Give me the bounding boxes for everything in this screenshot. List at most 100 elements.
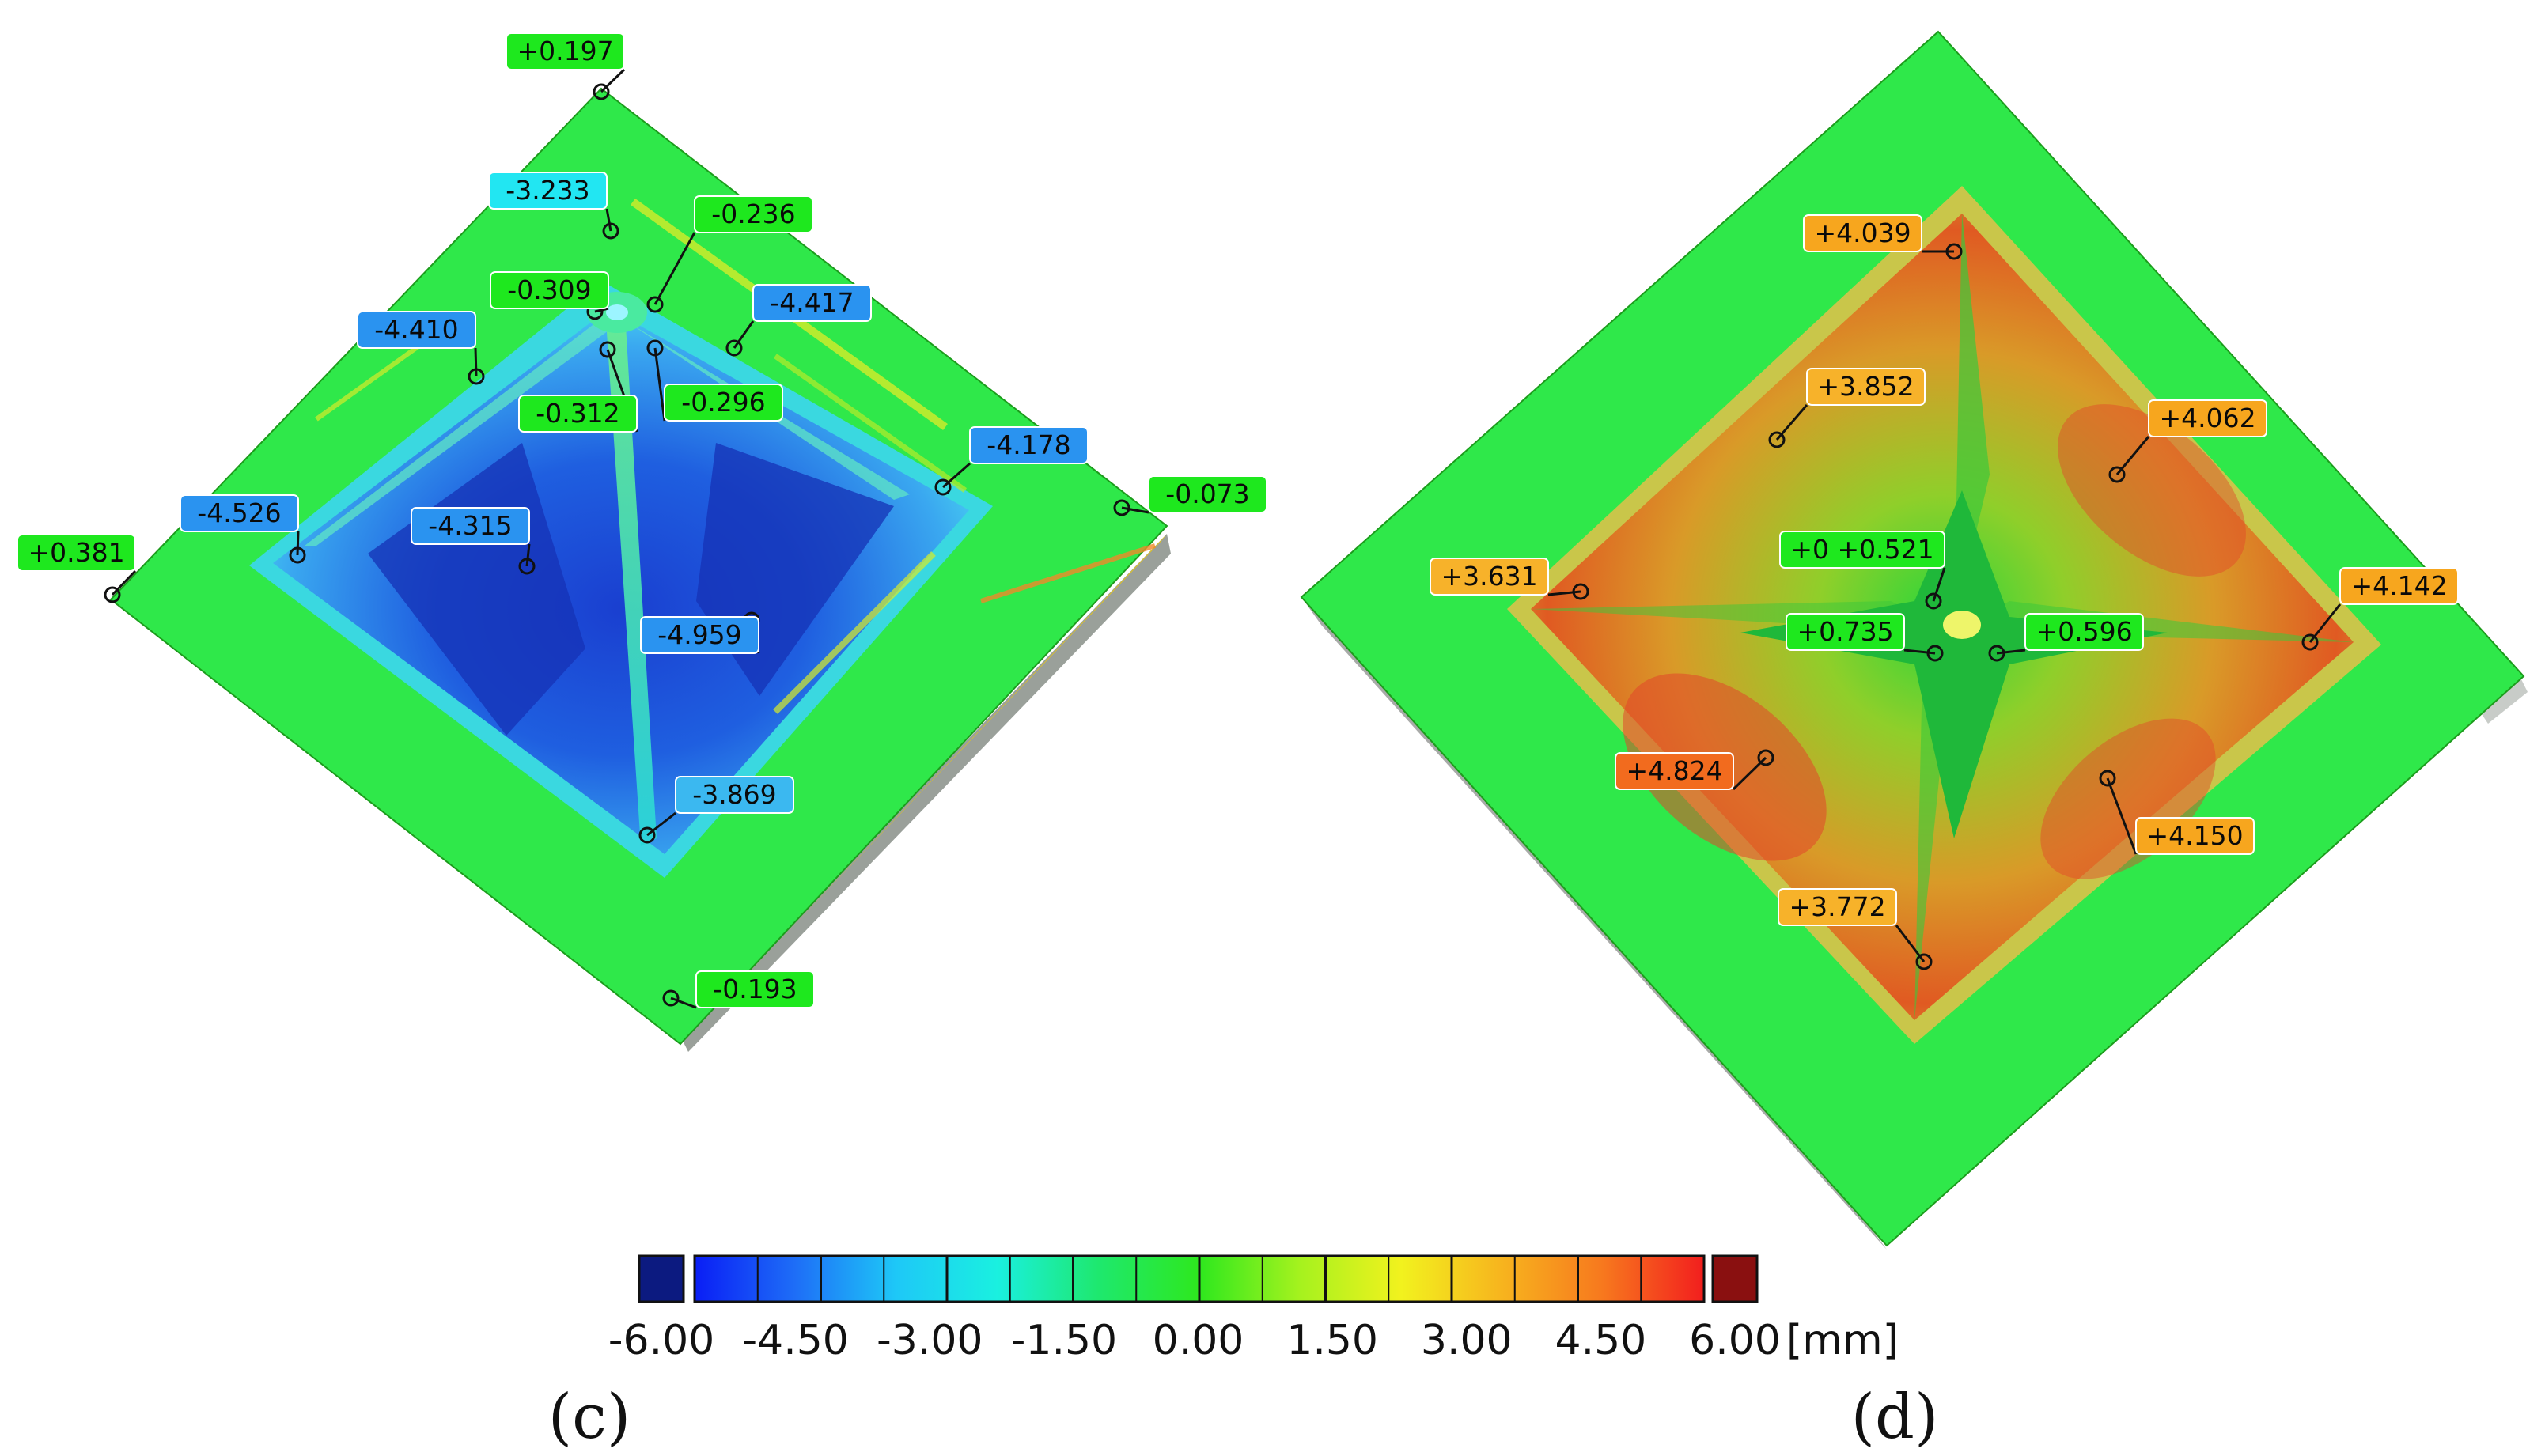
annotation-value: +4.062 (2159, 403, 2255, 433)
leader-line (1903, 649, 1936, 655)
annotation-box (969, 426, 1089, 464)
annotation-box (2339, 567, 2459, 605)
leader-line (733, 320, 755, 349)
scale-tick-label: -1.50 (1011, 1317, 1118, 1364)
annotation-box (17, 534, 136, 572)
scale-tick-label: -3.00 (877, 1317, 983, 1364)
annotation-value: -4.178 (987, 429, 1070, 460)
panel-c-annotations: +0.197 -3.233 -0.236 -0.309 -4.417 -4.410 -0.3… (17, 32, 1267, 1009)
probe-point (725, 339, 743, 357)
probe-point (662, 989, 680, 1007)
leader-line (670, 997, 697, 1009)
probe-point (1113, 499, 1130, 516)
scale-tick-label: -4.50 (742, 1317, 849, 1364)
probe-point (1945, 243, 1963, 260)
annotation-value: +0.197 (517, 36, 613, 66)
probe-point (599, 341, 616, 358)
panel-c-annotation: +0.197 (506, 32, 626, 100)
probe-point (2099, 770, 2116, 787)
annotation-box (1803, 214, 1922, 252)
scale-over-box (1711, 1254, 1759, 1303)
panel-c-annotation: -3.233 (488, 172, 619, 240)
leader-line (1547, 590, 1581, 596)
scale-tick-label: 3.00 (1421, 1317, 1513, 1364)
panel-d-annotation: +4.062 (2108, 399, 2267, 483)
annotation-box (1615, 752, 1734, 790)
annotation-box (2135, 817, 2255, 855)
color-scale: -6.00 -4.50 -3.00 -1.50 0.00 1.50 3.00 4.50 6.00… (608, 1254, 1899, 1364)
panel-d-annotation: +0.596 (1988, 613, 2144, 662)
annotation-box (357, 311, 476, 349)
panel-c-annotation: -0.296 (646, 339, 783, 422)
annotation-box (1806, 368, 1926, 406)
annotation-box (1430, 558, 1549, 596)
scale-tick-label: 0.00 (1153, 1317, 1244, 1364)
panel-c-annotation: -4.178 (934, 426, 1089, 496)
panel-d-annotation: +4.039 (1803, 214, 1963, 260)
annotation-box (2024, 613, 2144, 651)
panel-d-annotation: +3.852 (1768, 368, 1926, 448)
scale-tick-labels: -6.00 -4.50 -3.00 -1.50 0.00 1.50 3.00 4.50 6.00 (608, 1317, 1781, 1364)
panel-c-annotation: -0.312 (518, 341, 638, 433)
probe-point (646, 296, 664, 313)
probe-point (646, 339, 664, 357)
annotation-box (664, 384, 783, 422)
annotation-box (675, 776, 794, 814)
leader-line (600, 68, 626, 93)
leader-line (653, 232, 696, 305)
scale-tick-label: 4.50 (1555, 1317, 1646, 1364)
annotation-value: -0.312 (536, 398, 619, 429)
annotation-box (180, 494, 299, 532)
annotation-value: -4.315 (428, 510, 512, 541)
scale-tick-label: -6.00 (608, 1317, 715, 1364)
annotation-box (488, 172, 608, 210)
annotation-value: -0.309 (507, 274, 591, 305)
probe-point (2301, 633, 2319, 651)
scale-tick-label: 1.50 (1286, 1317, 1378, 1364)
probe-point (518, 558, 536, 575)
leader-line (1932, 567, 1946, 602)
annotation-value: -4.417 (770, 287, 854, 318)
leader-line (1121, 506, 1149, 514)
annotation-value: -4.410 (374, 314, 458, 345)
annotation-box (1148, 475, 1267, 513)
annotation-value: +3.852 (1817, 371, 1914, 402)
annotation-value: -3.233 (506, 175, 589, 206)
annotation-value: +0.596 (2036, 616, 2132, 647)
panel-c-annotation: -3.869 (638, 776, 794, 844)
probe-point (468, 368, 485, 385)
annotation-value: -0.236 (711, 199, 795, 229)
annotation-value: +3.631 (1441, 561, 1537, 592)
panel-c-annotation: -0.236 (646, 195, 813, 313)
annotation-box (518, 395, 638, 433)
annotation-value: -3.869 (692, 779, 776, 810)
probe-point (289, 546, 306, 564)
annotation-value: +4.039 (1814, 217, 1911, 248)
probe-point (1757, 749, 1774, 766)
panel-d-annotation: +0.735 (1786, 613, 1944, 662)
annotation-value: +0 +0.521 (1790, 534, 1933, 565)
panel-d-annotation: +4.150 (2099, 770, 2255, 855)
probe-point (1926, 645, 1944, 662)
scale-dividers (756, 1256, 1642, 1302)
leader-line (525, 543, 531, 567)
panel-c-annotation: -4.526 (180, 494, 306, 564)
annotation-value: -4.959 (657, 619, 741, 650)
annotation-value: +0.735 (1797, 616, 1893, 647)
panel-c-annotation: +0.381 (17, 534, 137, 603)
probe-point (1768, 431, 1786, 448)
panel-c-annotation: -0.193 (662, 970, 815, 1009)
annotation-box (640, 616, 759, 654)
leader-line (474, 347, 478, 377)
probe-point (1915, 953, 1933, 970)
annotation-value: +4.824 (1626, 755, 1722, 786)
panel-label-d: (d) (1851, 1382, 1939, 1453)
panel-c-annotation: -4.315 (411, 507, 536, 575)
annotation-box (506, 32, 625, 70)
leader-line (653, 347, 666, 422)
probe-point (593, 83, 610, 100)
leader-line (296, 531, 300, 556)
panel-c-annotation: -4.417 (725, 284, 872, 357)
annotation-box (1779, 531, 1945, 569)
